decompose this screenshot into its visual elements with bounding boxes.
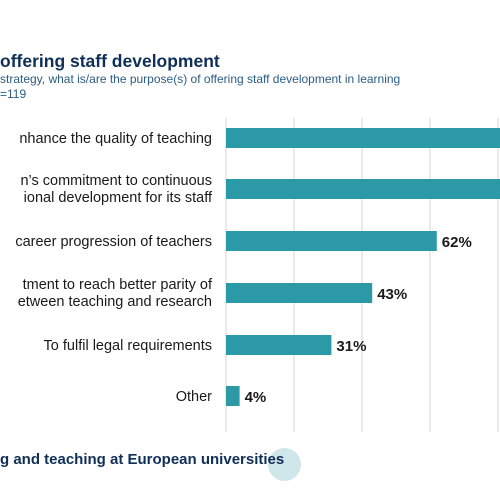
- value-label-5: 4%: [245, 389, 267, 406]
- category-label-1-line-1: ional development for its staff: [24, 190, 213, 206]
- category-label-3-line-0: tment to reach better parity of: [23, 277, 213, 293]
- chart-subtitle-line-2: =119: [0, 87, 27, 101]
- category-label-2: career progression of teachers: [15, 234, 212, 250]
- value-label-3: 43%: [377, 286, 407, 303]
- chart-bars: [226, 128, 500, 406]
- category-label-3-line-1: etween teaching and research: [18, 294, 212, 310]
- category-label-5: Other: [176, 389, 212, 405]
- bar-0: [226, 128, 500, 148]
- bar-5: [226, 386, 240, 406]
- category-label-0: nhance the quality of teaching: [19, 131, 212, 147]
- chart-subtitle-line-1: strategy, what is/are the purpose(s) of …: [0, 72, 401, 86]
- bar-1: [226, 179, 500, 199]
- chart-gridlines: [225, 118, 499, 432]
- category-label-4: To fulfil legal requirements: [44, 338, 212, 354]
- value-label-4: 31%: [336, 338, 366, 355]
- chart-value-labels: 62% 43% 31% 4%: [245, 234, 472, 406]
- bar-2: [226, 231, 437, 251]
- bar-3: [226, 283, 373, 303]
- chart-category-labels: nhance the quality of teaching n’s commit…: [15, 131, 213, 405]
- bar-4: [226, 335, 332, 355]
- footer-decoration-circle: [268, 448, 301, 481]
- category-label-1: n’s commitment to continuous ional develo…: [20, 173, 213, 206]
- category-label-1-line-0: n’s commitment to continuous: [20, 173, 212, 189]
- category-label-3: tment to reach better parity of etween te…: [18, 277, 213, 310]
- value-label-2: 62%: [442, 234, 472, 251]
- chart-title: offering staff development: [0, 51, 220, 71]
- footer-caption: g and teaching at European universities: [0, 451, 285, 468]
